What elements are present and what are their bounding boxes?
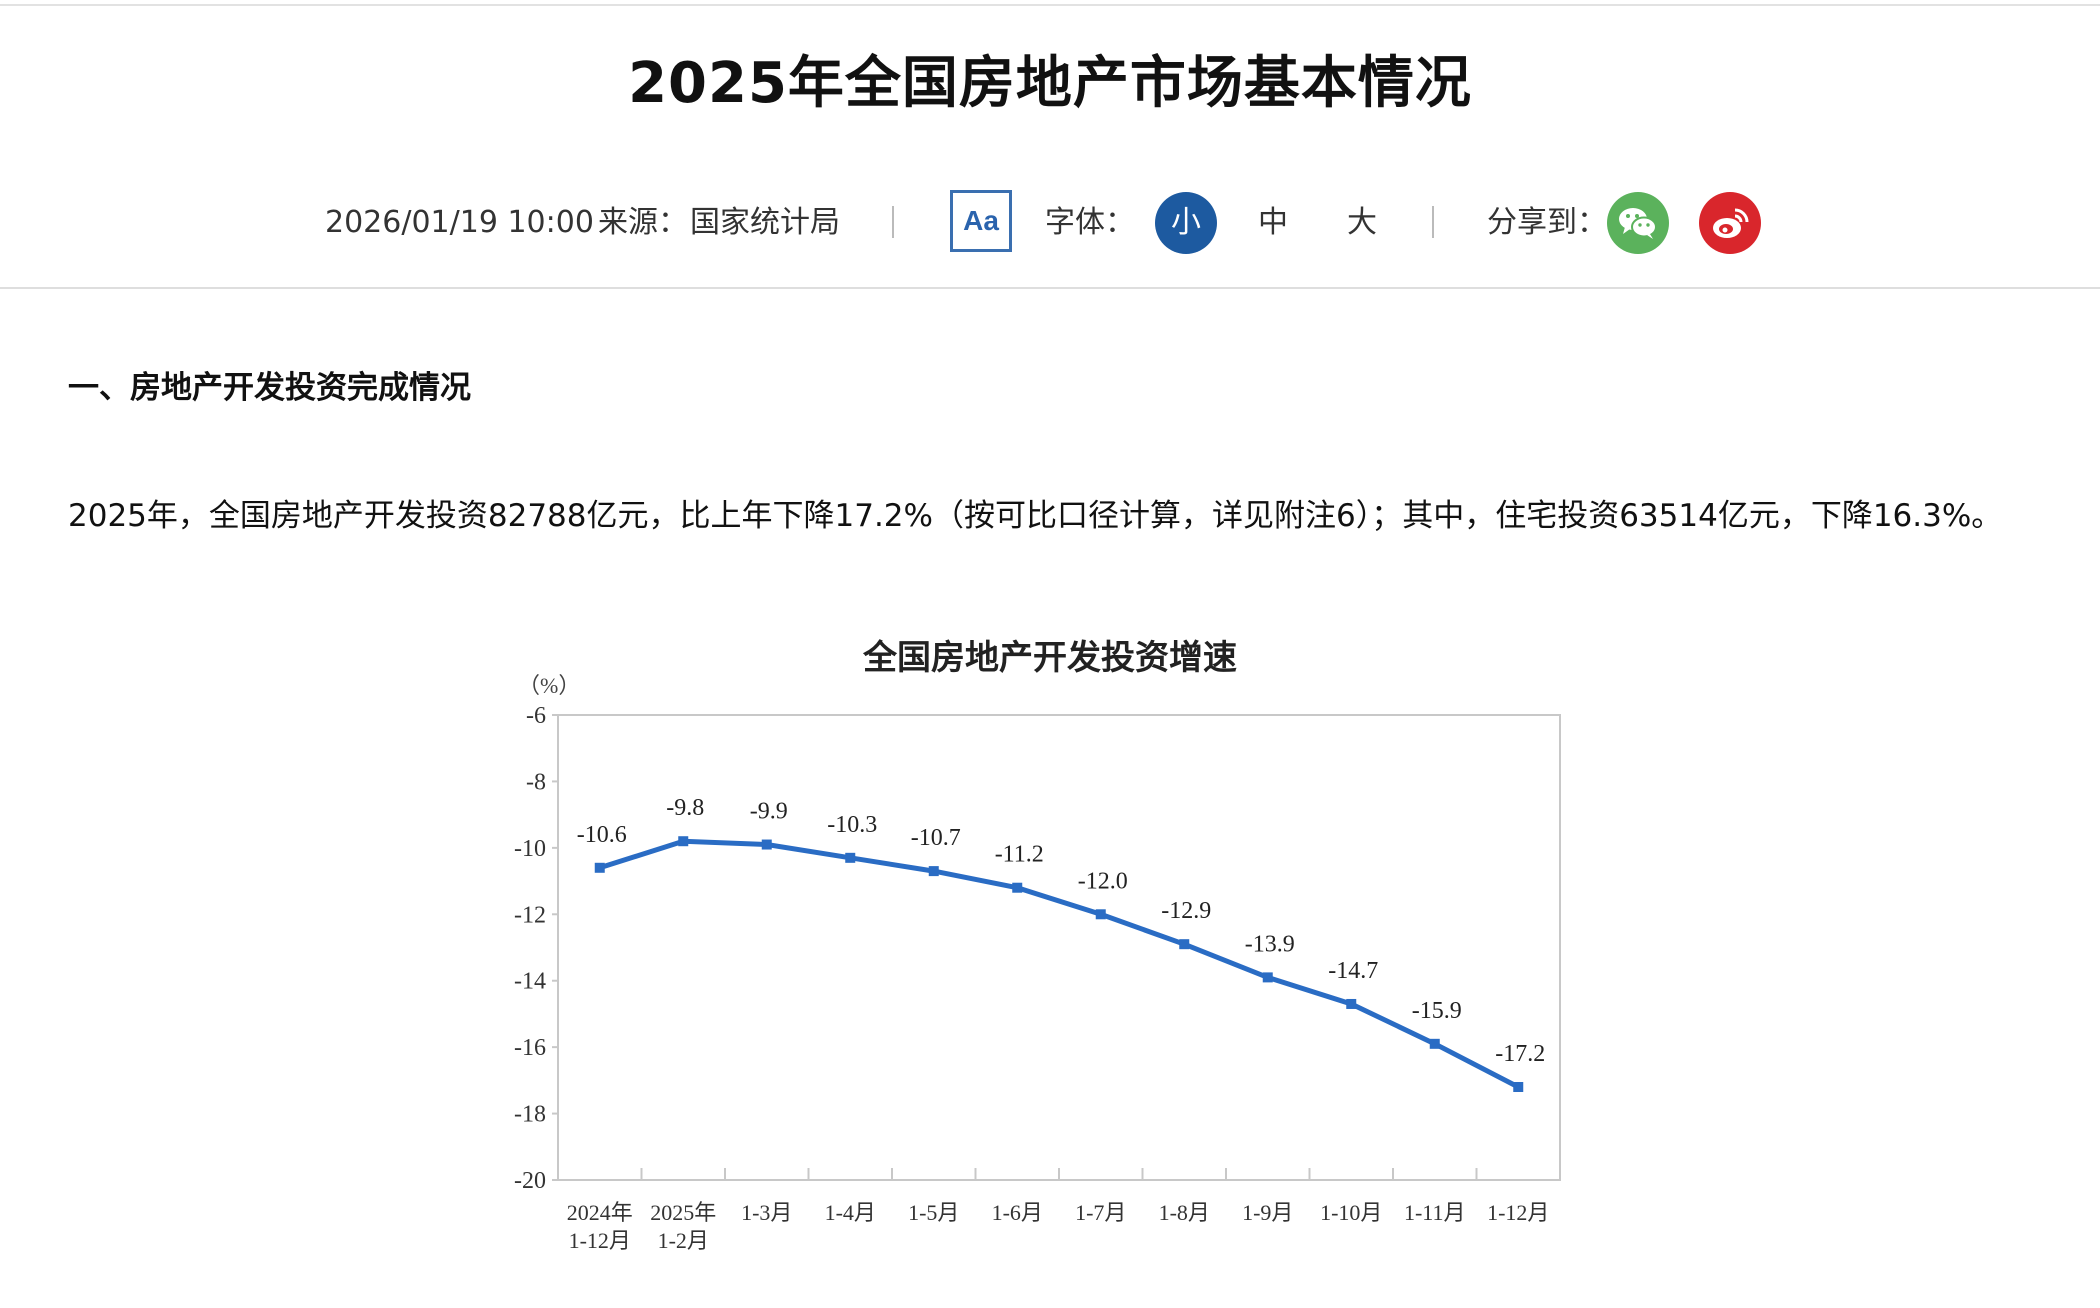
svg-text:-10.3: -10.3 xyxy=(827,812,877,838)
svg-text:1-12月: 1-12月 xyxy=(1487,1200,1549,1225)
line-chart: 全国房地产开发投资增速 （%） -6 -8 -10 -12 -14 -16 -18 -20 202… xyxy=(480,610,1620,1270)
svg-text:-12.9: -12.9 xyxy=(1161,898,1211,924)
svg-text:-10.6: -10.6 xyxy=(577,822,627,848)
font-size-small-button[interactable]: 小 xyxy=(1155,192,1217,254)
svg-text:1-10月: 1-10月 xyxy=(1320,1200,1382,1225)
svg-text:1-2月: 1-2月 xyxy=(658,1228,709,1253)
svg-text:-9.8: -9.8 xyxy=(666,795,704,821)
svg-text:1-4月: 1-4月 xyxy=(825,1200,876,1225)
share-label: 分享到： xyxy=(1487,205,1607,240)
svg-text:1-7月: 1-7月 xyxy=(1075,1200,1126,1225)
svg-text:2025年: 2025年 xyxy=(650,1200,716,1225)
svg-text:-15.9: -15.9 xyxy=(1412,998,1462,1024)
weibo-share-icon[interactable] xyxy=(1699,192,1761,254)
meta-divider xyxy=(892,206,894,238)
svg-text:-6: -6 xyxy=(526,703,546,729)
source-label: 来源： xyxy=(598,205,688,240)
svg-text:-11.2: -11.2 xyxy=(995,842,1044,868)
svg-text:-14.7: -14.7 xyxy=(1328,958,1378,984)
svg-text:1-8月: 1-8月 xyxy=(1159,1200,1210,1225)
svg-text:-14: -14 xyxy=(514,969,546,995)
source-name: 国家统计局 xyxy=(690,205,840,240)
svg-text:-20: -20 xyxy=(514,1168,546,1194)
svg-text:1-9月: 1-9月 xyxy=(1242,1200,1293,1225)
section-paragraph: 2025年，全国房地产开发投资82788亿元，比上年下降17.2%（按可比口径计… xyxy=(68,498,2003,534)
svg-text:-9.9: -9.9 xyxy=(750,799,788,825)
svg-text:1-5月: 1-5月 xyxy=(908,1200,959,1225)
svg-text:-8: -8 xyxy=(526,769,546,795)
chart-plot: （%） -6 -8 -10 -12 -14 -16 -18 -20 2024年 1-12月 2025年… xyxy=(514,673,1561,1253)
font-toggle-button[interactable]: Aa xyxy=(950,190,1012,252)
svg-text:-10: -10 xyxy=(514,836,546,862)
svg-text:1-6月: 1-6月 xyxy=(992,1200,1043,1225)
wechat-share-icon[interactable] xyxy=(1607,192,1669,254)
svg-text:2024年: 2024年 xyxy=(567,1200,633,1225)
publish-datetime: 2026/01/19 10:00 xyxy=(325,205,594,240)
page-title: 2025年全国房地产市场基本情况 xyxy=(628,51,1472,116)
top-border xyxy=(0,4,2100,6)
svg-text:-16: -16 xyxy=(514,1035,546,1061)
font-size-medium-button[interactable]: 中 xyxy=(1258,205,1288,240)
svg-text:-17.2: -17.2 xyxy=(1495,1041,1545,1067)
svg-text:-12: -12 xyxy=(514,902,546,928)
font-size-large-button[interactable]: 大 xyxy=(1347,205,1377,240)
svg-text:-10.7: -10.7 xyxy=(911,825,961,851)
svg-text:-12.0: -12.0 xyxy=(1078,868,1128,894)
chart-title: 全国房地产开发投资增速 xyxy=(863,638,1237,678)
font-size-label: 字体： xyxy=(1045,205,1135,240)
article-meta: 2026/01/19 10:00 来源： 国家统计局 xyxy=(0,190,2100,256)
svg-text:1-3月: 1-3月 xyxy=(741,1200,792,1225)
svg-text:（%）: （%） xyxy=(518,673,580,698)
section-heading: 一、房地产开发投资完成情况 xyxy=(68,370,471,406)
svg-text:-13.9: -13.9 xyxy=(1245,931,1295,957)
svg-text:-18: -18 xyxy=(514,1102,546,1128)
header-divider xyxy=(0,287,2100,289)
svg-text:1-11月: 1-11月 xyxy=(1404,1200,1466,1225)
svg-text:1-12月: 1-12月 xyxy=(569,1228,631,1253)
meta-divider-2 xyxy=(1432,206,1434,238)
